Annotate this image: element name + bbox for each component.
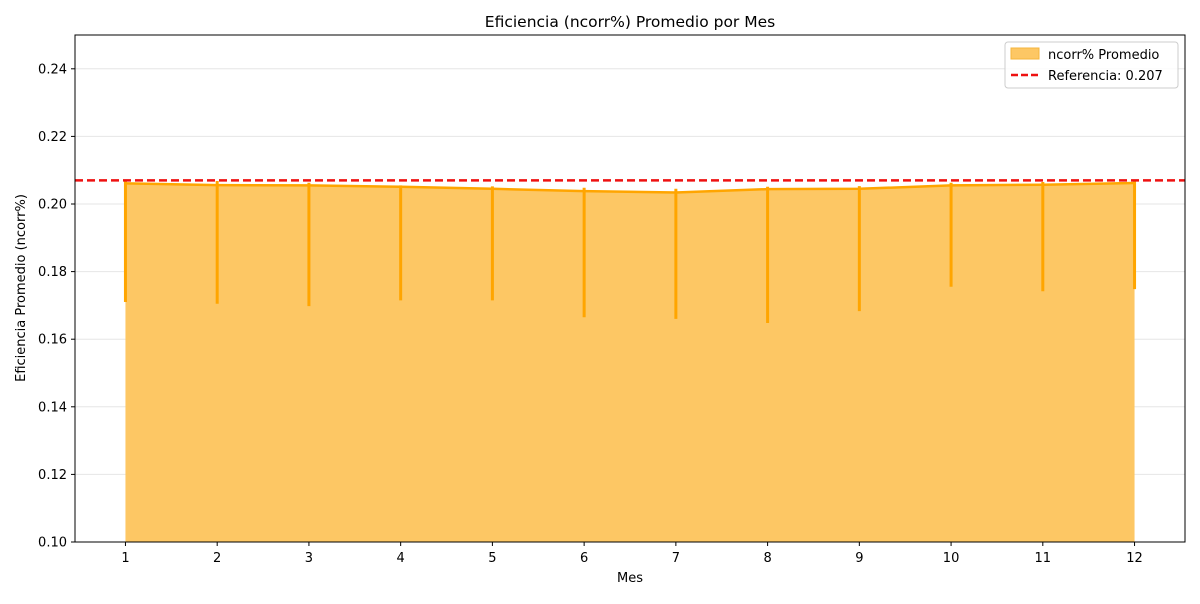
x-tick-label: 1 bbox=[121, 551, 129, 566]
x-tick-label: 9 bbox=[855, 551, 863, 566]
x-tick-label: 2 bbox=[213, 551, 221, 566]
y-tick-label: 0.20 bbox=[38, 198, 67, 213]
x-tick-label: 6 bbox=[580, 551, 588, 566]
legend: ncorr% Promedio Referencia: 0.207 bbox=[1004, 41, 1179, 89]
y-tick-label: 0.22 bbox=[38, 130, 67, 145]
legend-label-reference: Referencia: 0.207 bbox=[1048, 69, 1163, 84]
x-tick-label: 8 bbox=[763, 551, 771, 566]
y-tick-label: 0.18 bbox=[38, 265, 67, 280]
area-fill bbox=[125, 183, 1135, 542]
y-axis-ticks: 0.10 0.12 0.14 0.16 0.18 0.20 0.22 0.24 bbox=[38, 62, 75, 551]
legend-frame bbox=[1004, 41, 1179, 89]
area-layer bbox=[125, 181, 1135, 542]
x-tick-label: 7 bbox=[672, 551, 680, 566]
x-tick-label: 4 bbox=[397, 551, 405, 566]
y-tick-label: 0.24 bbox=[38, 62, 67, 77]
x-tick-label: 10 bbox=[943, 551, 960, 566]
errorbar-layer bbox=[123, 179, 1137, 323]
y-tick-label: 0.14 bbox=[38, 400, 67, 415]
y-axis-label: Eficiencia Promedio (ncorr%) bbox=[14, 194, 29, 382]
y-tick-label: 0.12 bbox=[38, 468, 67, 483]
x-tick-label: 11 bbox=[1035, 551, 1052, 566]
plot-frame bbox=[74, 34, 1186, 543]
series-line bbox=[125, 181, 1135, 194]
x-tick-label: 3 bbox=[305, 551, 313, 566]
legend-label-area: ncorr% Promedio bbox=[1048, 48, 1159, 63]
legend-swatch-area bbox=[1010, 47, 1040, 60]
x-axis-ticks: 1 2 3 4 5 6 7 8 9 10 11 12 bbox=[121, 542, 1143, 566]
x-tick-label: 12 bbox=[1126, 551, 1143, 566]
y-tick-label: 0.10 bbox=[38, 536, 67, 551]
chart-title: Eficiencia (ncorr%) Promedio por Mes bbox=[485, 13, 775, 31]
x-tick-label: 5 bbox=[488, 551, 496, 566]
y-tick-label: 0.16 bbox=[38, 333, 67, 348]
x-axis-label: Mes bbox=[617, 571, 643, 586]
